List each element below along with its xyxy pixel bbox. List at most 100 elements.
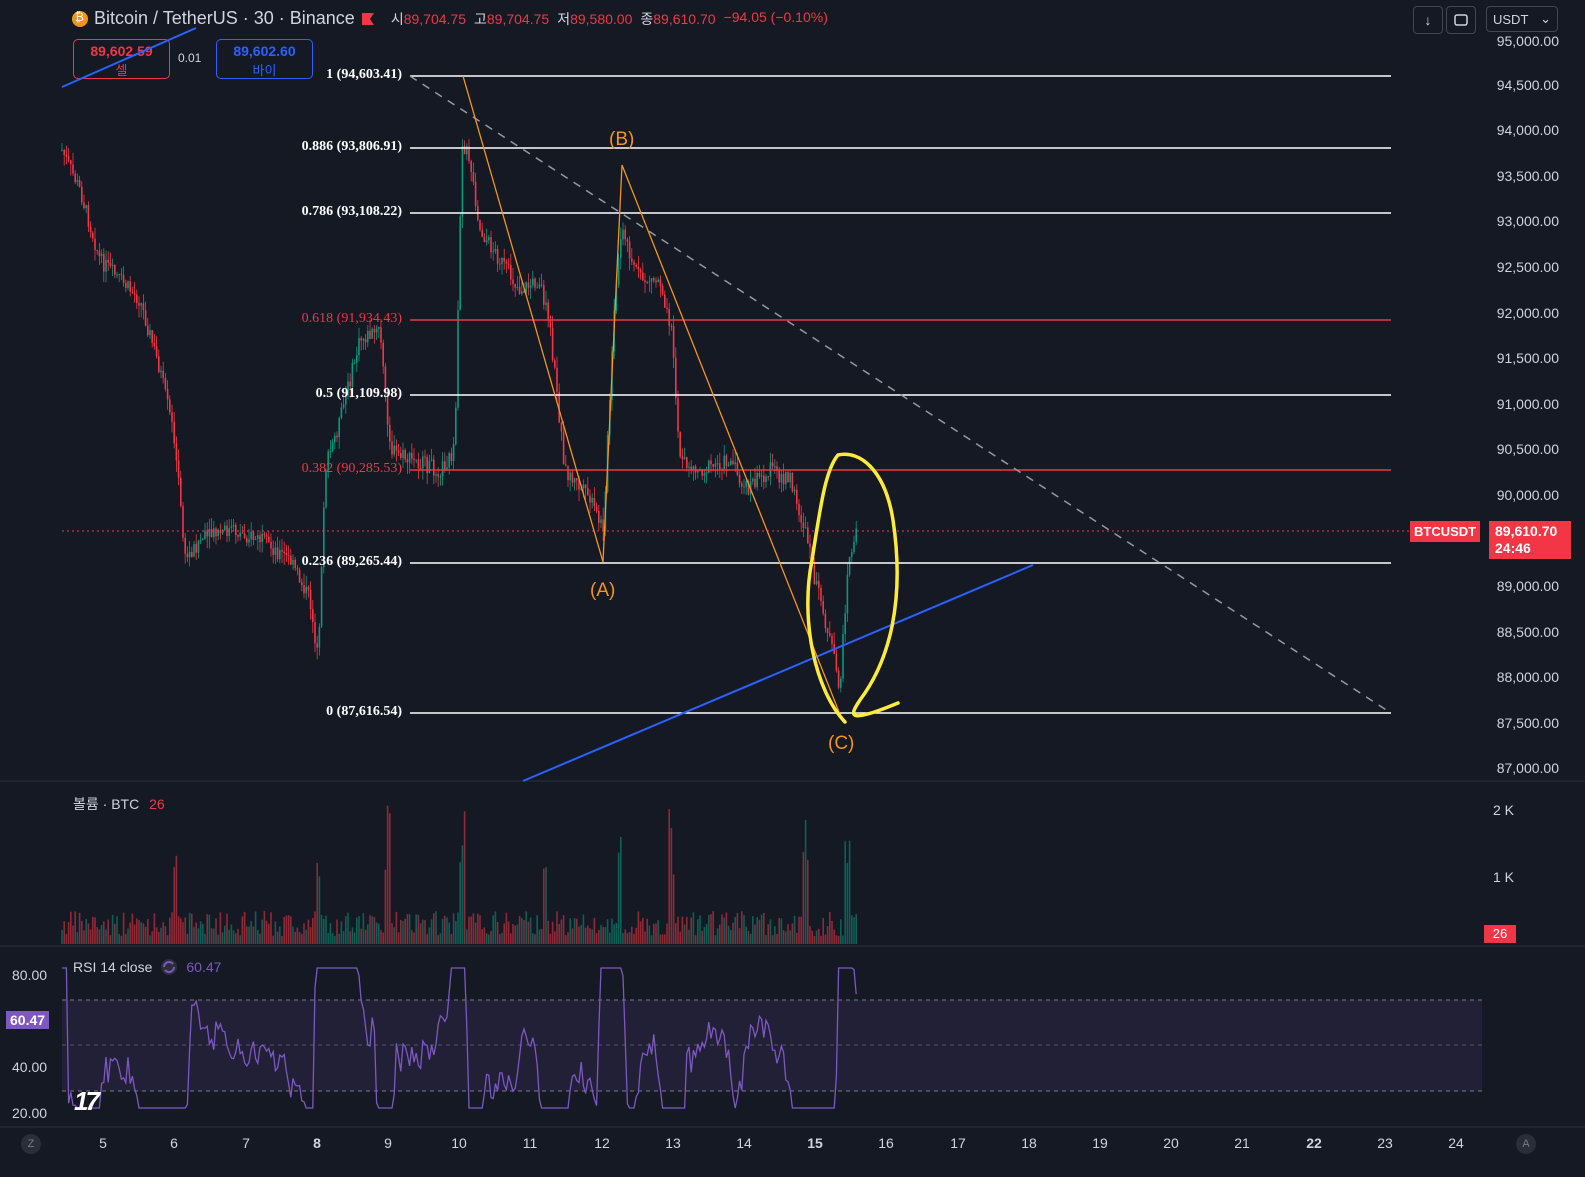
volume-bar xyxy=(428,927,431,944)
volume-bar xyxy=(444,915,446,944)
volume-pane-legend[interactable]: 볼륨 · BTC 26 xyxy=(73,794,165,814)
candle-body xyxy=(272,548,274,555)
volume-bar xyxy=(248,926,250,944)
volume-bar xyxy=(107,919,109,944)
candle-body xyxy=(855,528,857,542)
screenshot-button[interactable] xyxy=(1446,6,1476,34)
candle-body xyxy=(246,538,248,543)
candle-body xyxy=(290,555,292,565)
candle-body xyxy=(411,452,413,459)
volume-bar xyxy=(659,934,662,944)
volume-bar xyxy=(402,920,404,944)
rsi-pane-legend[interactable]: RSI 14 close 60.47 xyxy=(73,958,221,976)
candle-body xyxy=(259,535,261,543)
candle-body xyxy=(554,360,556,368)
volume-bar xyxy=(472,913,475,944)
candle-body xyxy=(516,286,519,288)
candle-body xyxy=(202,538,204,541)
volume-bar xyxy=(778,917,780,944)
candle-body xyxy=(114,264,116,275)
candle-body xyxy=(818,580,820,588)
volume-bar xyxy=(752,916,754,944)
volume-bar xyxy=(219,912,222,944)
volume-bar xyxy=(133,924,136,944)
volume-bar xyxy=(664,934,666,944)
volume-bar xyxy=(188,912,191,944)
candle-body xyxy=(100,253,103,257)
tradingview-logo[interactable]: 17 xyxy=(74,1086,100,1116)
volume-bar xyxy=(545,867,547,944)
candle-body xyxy=(89,226,92,233)
volume-bar xyxy=(345,916,347,944)
volume-bar xyxy=(842,935,844,944)
download-button[interactable]: ↓ xyxy=(1413,6,1443,34)
price-axis-label: 88,500.00 xyxy=(1496,624,1559,640)
volume-bar xyxy=(171,912,173,944)
candle-body xyxy=(675,357,677,399)
candle-body xyxy=(485,240,488,243)
volume-bar xyxy=(63,921,65,944)
flag-icon[interactable] xyxy=(361,12,375,26)
candle-body xyxy=(734,462,736,465)
volume-bar xyxy=(411,930,413,944)
volume-bar xyxy=(510,933,512,944)
candle-body xyxy=(626,239,629,242)
currency-select[interactable]: USDT ⌄ xyxy=(1486,6,1558,32)
volume-bar xyxy=(149,935,151,944)
candle-body xyxy=(175,443,178,461)
volume-bar xyxy=(743,915,745,944)
volume-bar xyxy=(527,921,530,944)
candle-body xyxy=(576,478,578,481)
volume-bar xyxy=(155,927,158,944)
candle-body xyxy=(837,670,840,688)
buy-button[interactable]: 89,602.60 바이 xyxy=(216,39,313,79)
volume-bar xyxy=(314,911,316,944)
volume-bar xyxy=(182,922,184,944)
volume-bar xyxy=(125,934,127,944)
volume-bar xyxy=(562,915,565,944)
volume-bar xyxy=(763,912,765,944)
refresh-icon[interactable] xyxy=(160,958,178,976)
candle-body xyxy=(595,506,598,511)
volume-bar xyxy=(747,931,750,944)
date-axis-label: 6 xyxy=(170,1135,178,1151)
candle-body xyxy=(598,510,600,523)
candle-body xyxy=(468,146,470,161)
fib-label-0: 0 (87,616.54) xyxy=(326,704,402,719)
candle-body xyxy=(567,465,569,481)
volume-bar xyxy=(481,929,483,944)
candle-body xyxy=(587,488,589,496)
wave-label-a: (A) xyxy=(590,580,616,601)
auto-scale-button[interactable]: A xyxy=(1516,1134,1536,1154)
volume-bar xyxy=(670,828,673,944)
candle-body xyxy=(628,241,631,259)
volume-bar xyxy=(367,924,369,944)
wave-label-c: (C) xyxy=(828,733,855,754)
volume-bar xyxy=(67,921,70,944)
volume-bar xyxy=(690,917,692,944)
volume-bar xyxy=(382,932,384,944)
candle-body xyxy=(631,258,633,262)
candle-body xyxy=(142,303,145,311)
candle-body xyxy=(813,565,816,585)
zoom-button[interactable]: Z xyxy=(21,1134,41,1154)
candle-body xyxy=(639,269,642,273)
volume-bar xyxy=(353,932,356,944)
candle-body xyxy=(547,302,549,320)
volume-bar xyxy=(89,929,92,944)
candle-body xyxy=(620,239,622,259)
price-axis-label: 91,500.00 xyxy=(1496,350,1559,366)
symbol-title[interactable]: Bitcoin / TetherUS · 30 · Binance xyxy=(94,8,355,28)
volume-bar xyxy=(538,929,541,944)
volume-axis-label: 1 K xyxy=(1493,869,1515,885)
date-axis-label: 9 xyxy=(384,1135,392,1151)
volume-bar xyxy=(419,923,422,944)
candle-body xyxy=(732,460,734,465)
volume-bar xyxy=(265,920,268,944)
volume-bar xyxy=(853,917,855,944)
candle-body xyxy=(529,285,532,288)
volume-bar xyxy=(298,931,301,944)
candle-body xyxy=(230,526,233,528)
candle-body xyxy=(105,260,107,272)
